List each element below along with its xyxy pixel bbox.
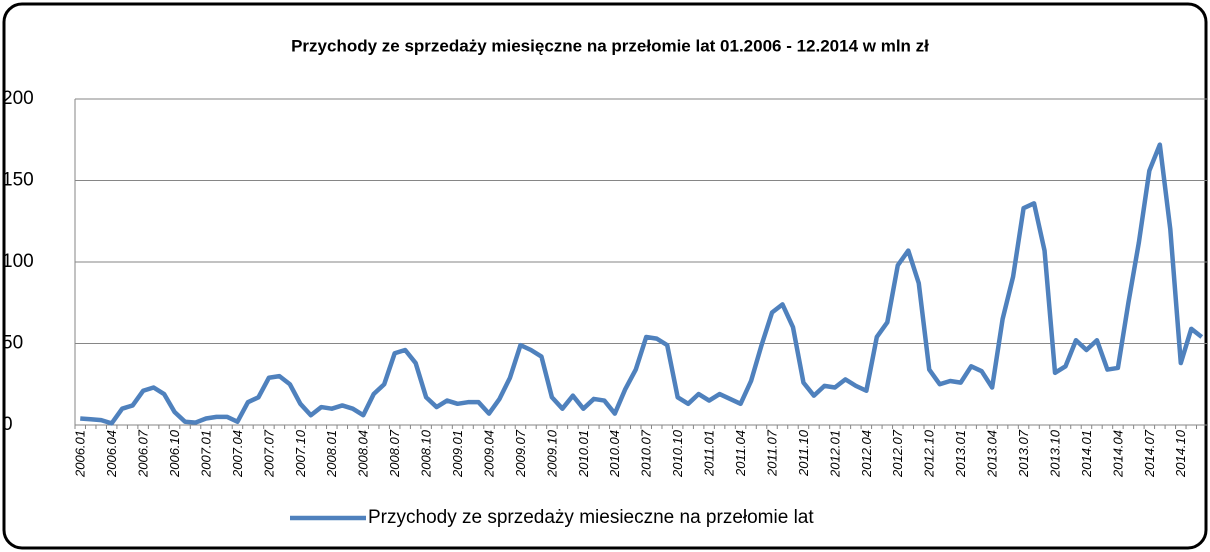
x-tick-label: 2012.04 — [859, 430, 874, 478]
x-tick-label: 2006.07 — [136, 429, 151, 478]
x-tick-label: 2014.01 — [1079, 430, 1094, 478]
y-tick-label: 200 — [2, 88, 34, 109]
x-tick-label: 2010.10 — [670, 429, 685, 478]
x-tick-label: 2011.10 — [796, 429, 811, 477]
legend-label: Przychody ze sprzedaży miesieczne na prz… — [368, 507, 814, 528]
x-tick-label: 2012.07 — [890, 429, 905, 478]
x-tick-label: 2014.07 — [1142, 429, 1157, 478]
data-line — [80, 142, 1204, 426]
x-tick-label: 2008.10 — [419, 429, 434, 478]
x-tick-label: 2008.01 — [324, 430, 339, 478]
x-tick-label: 2013.10 — [1047, 429, 1062, 478]
y-tick-label: 150 — [2, 170, 34, 191]
x-tick-label: 2010.04 — [607, 430, 622, 478]
x-tick-label: 2007.04 — [230, 430, 245, 478]
x-tick-label: 2006.01 — [73, 430, 88, 478]
x-tick-label: 2010.01 — [576, 430, 591, 478]
x-tick-label: 2009.07 — [513, 429, 528, 478]
x-tick-label: 2009.01 — [450, 430, 465, 478]
x-tick-label: 2008.07 — [387, 429, 402, 478]
x-tick-label: 2007.07 — [261, 429, 276, 478]
y-tick-label: 100 — [2, 251, 34, 272]
x-tick-label: 2014.04 — [1110, 430, 1125, 478]
x-tick-label: 2010.07 — [639, 429, 654, 478]
x-tick-label: 2012.01 — [827, 430, 842, 478]
x-tick-label: 2011.04 — [733, 430, 748, 477]
x-tick-label: 2014.10 — [1173, 429, 1188, 478]
x-tick-label: 2013.04 — [985, 430, 1000, 478]
x-tick-label: 2013.01 — [953, 430, 968, 478]
x-tick-label: 2007.01 — [198, 430, 213, 478]
x-tick-label: 2013.07 — [1016, 429, 1031, 478]
x-tick-label: 2006.04 — [104, 430, 119, 478]
y-tick-label: 0 — [2, 414, 13, 435]
x-tick-label: 2009.10 — [544, 429, 559, 478]
x-tick-label: 2012.10 — [922, 429, 937, 478]
chart-title: Przychody ze sprzedaży miesięczne na prz… — [291, 36, 929, 55]
x-tick-label: 2006.10 — [167, 429, 182, 478]
x-tick-label: 2011.07 — [764, 429, 779, 477]
x-tick-label: 2007.10 — [293, 429, 308, 478]
x-tick-label: 2009.04 — [481, 430, 496, 478]
y-tick-label: 50 — [2, 333, 23, 354]
x-tick-label: 2011.01 — [702, 430, 717, 477]
x-tick-label: 2008.04 — [356, 430, 371, 478]
